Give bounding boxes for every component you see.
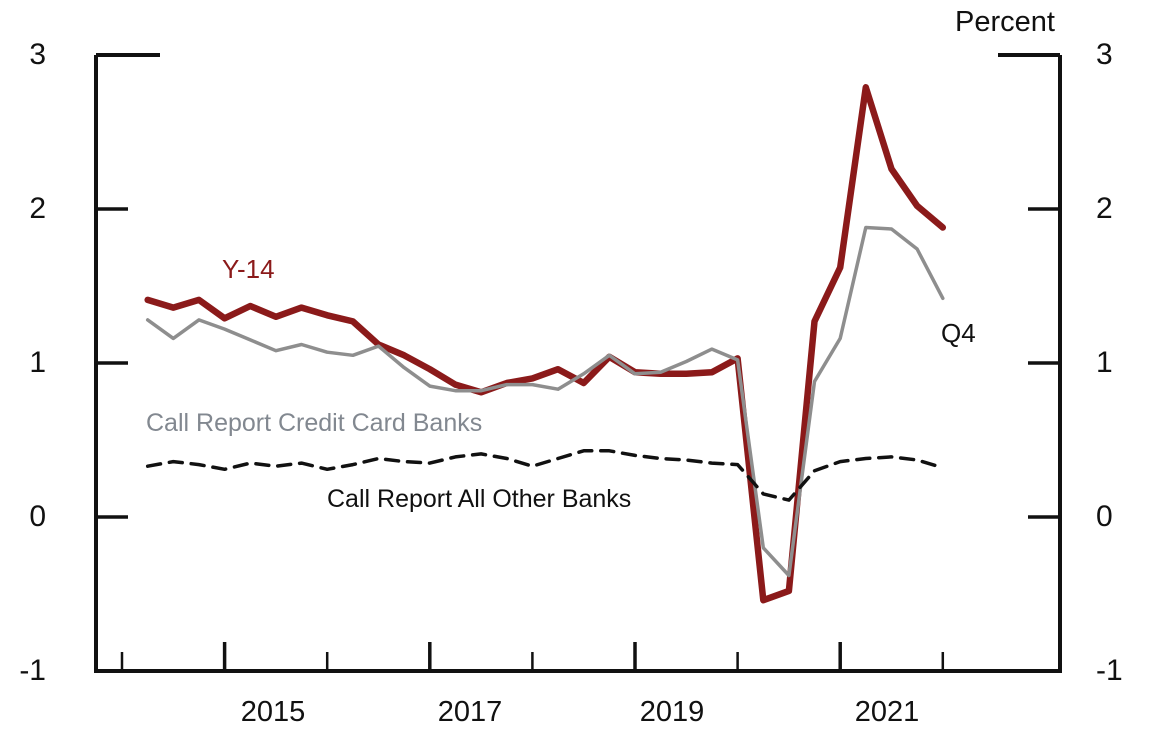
x-tick-label-2019: 2019 [639, 696, 705, 728]
x-tick-label-2017: 2017 [437, 696, 503, 728]
series-label-y14: Y-14 [222, 254, 275, 284]
series-label-credit-card-banks: Call Report Credit Card Banks [146, 409, 483, 437]
y-tick-label-right-0: 0 [1096, 500, 1113, 533]
y-tick-label-left-3: 3 [29, 38, 46, 71]
series-line-credit-card-banks [145, 225, 945, 578]
y-tick-label-right-neg1: -1 [1096, 654, 1123, 687]
y-tick-label-right-2: 2 [1096, 192, 1113, 225]
y-tick-label-left-1: 1 [29, 346, 46, 379]
y-tick-label-right-1: 1 [1096, 346, 1113, 379]
y-tick-label-left-2: 2 [29, 192, 46, 225]
last-point-label-q4: Q4 [941, 318, 976, 348]
series-line-all-other-banks [145, 449, 945, 502]
x-tick-label-2015: 2015 [240, 696, 306, 728]
y-tick-label-left-0: 0 [29, 500, 46, 533]
x-tick-label-2021: 2021 [854, 696, 920, 728]
y-axis-unit-label: Percent [955, 6, 1055, 38]
series-line-y14 [144, 84, 947, 604]
y-tick-label-right-3: 3 [1096, 38, 1113, 71]
axis-frame [94, 55, 1062, 673]
series-label-all-other-banks: Call Report All Other Banks [327, 485, 632, 513]
y-tick-label-left-neg1: -1 [19, 654, 46, 687]
